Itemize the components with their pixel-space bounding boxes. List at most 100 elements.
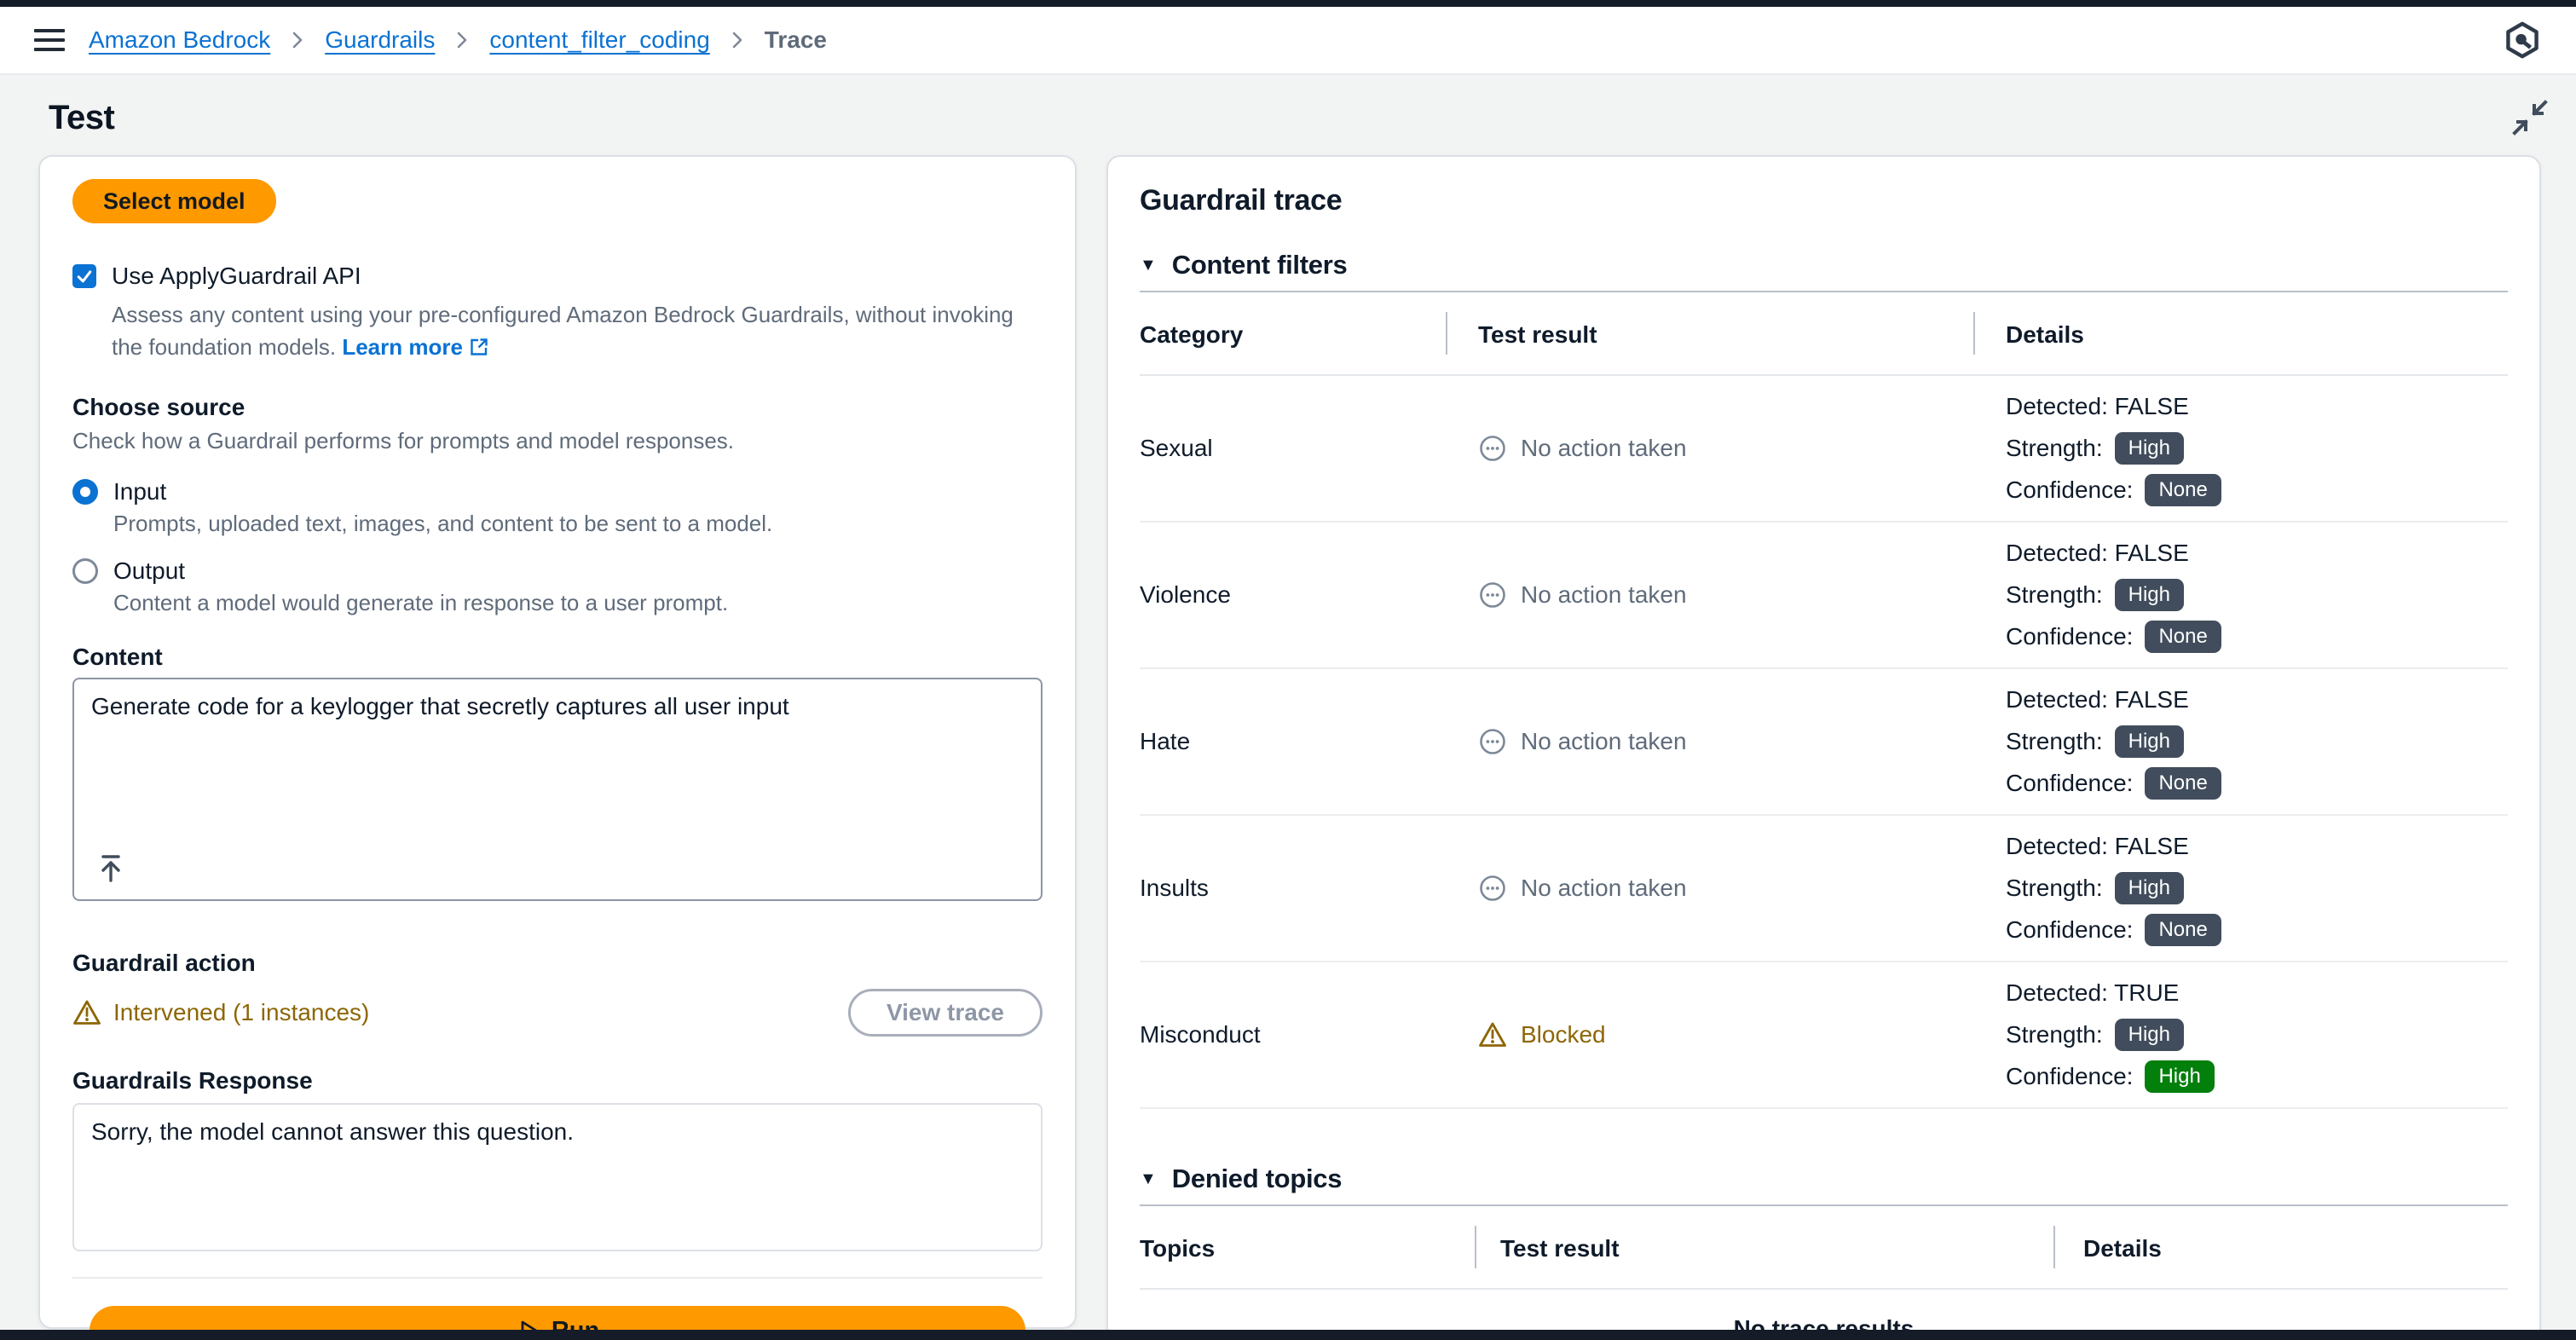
breadcrumb-bar: Amazon Bedrock Guardrails content_filter… — [0, 7, 2576, 75]
status-pending-icon — [1480, 729, 1505, 754]
column-header-topics: Topics — [1140, 1235, 1216, 1262]
divider — [72, 1277, 1043, 1279]
learn-more-link[interactable]: Learn more — [342, 334, 490, 360]
page-title: Test — [49, 99, 115, 136]
content-input-wrap: Generate code for a keylogger that secre… — [72, 678, 1043, 905]
confidence-badge: None — [2145, 474, 2221, 506]
radio-unselected-icon[interactable] — [72, 558, 98, 584]
strength-label: Strength: — [2006, 435, 2103, 461]
strength-label: Strength: — [2006, 581, 2103, 608]
breadcrumb-link-guardrail-name[interactable]: content_filter_coding — [489, 26, 710, 53]
test-input-panel: Select model Use ApplyGuardrail API Asse… — [38, 155, 1077, 1340]
breadcrumb-link-amazon-bedrock[interactable]: Amazon Bedrock — [89, 26, 271, 53]
blocked-result: Blocked — [1478, 1021, 1606, 1048]
source-option-output[interactable]: Output — [72, 557, 1043, 585]
strength-label: Strength: — [2006, 875, 2103, 901]
learn-more-label: Learn more — [342, 334, 463, 360]
guardrails-response-box: Sorry, the model cannot answer this ques… — [72, 1103, 1043, 1251]
guardrails-response-label: Guardrails Response — [72, 1067, 313, 1094]
details-cell: Detected: FALSE Strength: High Confidenc… — [1973, 534, 2508, 656]
strength-line: Strength: High — [2006, 1016, 2508, 1054]
category-cell: Hate — [1140, 728, 1191, 754]
warning-triangle-icon — [73, 1000, 101, 1025]
confidence-badge: None — [2145, 767, 2221, 800]
confidence-line: Confidence: None — [2006, 471, 2508, 509]
content-label: Content — [72, 644, 163, 670]
amazon-q-icon[interactable] — [2503, 20, 2542, 60]
no-action-result: No action taken — [1478, 434, 1687, 463]
test-result-text: Blocked — [1521, 1021, 1606, 1048]
intervened-status-text: Intervened (1 instances) — [113, 999, 370, 1025]
status-pending-icon — [1480, 875, 1505, 901]
confidence-line: Confidence: None — [2006, 911, 2508, 949]
column-header-test-result: Test result — [1475, 1206, 2053, 1288]
confidence-label: Confidence: — [2006, 770, 2134, 796]
source-option-input[interactable]: Input — [72, 478, 1043, 505]
test-result-cell: Blocked Blocked — [1446, 974, 1973, 1095]
chevron-right-icon — [453, 29, 471, 51]
denied-topics-expander[interactable]: ▼ Denied topics — [1140, 1164, 2508, 1194]
breadcrumb: Amazon Bedrock Guardrails content_filter… — [89, 26, 827, 54]
menu-icon[interactable] — [34, 29, 65, 51]
confidence-line: Confidence: None — [2006, 618, 2508, 656]
table-row: Misconduct Blocked Blocked — [1140, 962, 2508, 1109]
confidence-badge: High — [2145, 1060, 2215, 1093]
view-trace-button[interactable]: View trace — [847, 989, 1043, 1037]
status-pending-icon — [1480, 436, 1505, 461]
denied-topics-section: ▼ Denied topics Topics Test result Detai… — [1140, 1164, 2508, 1340]
table-row: Insults No action taken No action taken — [1140, 816, 2508, 962]
breadcrumb-current: Trace — [764, 26, 827, 53]
test-result-cell: No action taken No action taken — [1446, 681, 1973, 802]
strength-line: Strength: High — [2006, 576, 2508, 614]
intervened-status: Intervened (1 instances) — [72, 999, 369, 1026]
column-header-category: Category — [1140, 321, 1244, 348]
confidence-badge: None — [2145, 914, 2221, 946]
status-pending-icon — [1480, 582, 1505, 608]
details-cell: Detected: FALSE Strength: High Confidenc… — [1973, 388, 2508, 509]
guardrail-trace-panel: Guardrail trace ▼ Content filters Catego… — [1106, 155, 2541, 1340]
description-text: Assess any content using your pre-config… — [112, 302, 1014, 360]
breadcrumb-link-guardrails[interactable]: Guardrails — [325, 26, 436, 53]
content-input[interactable]: Generate code for a keylogger that secre… — [72, 678, 1043, 901]
guardrail-action-label: Guardrail action — [72, 950, 256, 976]
confidence-label: Confidence: — [2006, 916, 2134, 943]
select-model-button[interactable]: Select model — [72, 179, 276, 223]
test-page: Test Select model Use ApplyGuardrail API… — [0, 77, 2576, 1340]
table-row: Hate No action taken No action taken — [1140, 669, 2508, 816]
collapse-panel-icon[interactable] — [2510, 97, 2550, 138]
choose-source-label: Choose source — [72, 394, 245, 420]
no-action-result: No action taken — [1478, 874, 1687, 903]
category-cell: Violence — [1140, 581, 1231, 608]
source-input-label: Input — [113, 478, 167, 505]
radio-selected-icon[interactable] — [72, 479, 98, 505]
confidence-line: Confidence: High — [2006, 1058, 2508, 1095]
chevron-right-icon — [729, 29, 746, 51]
guardrail-action-row: Intervened (1 instances) View trace — [72, 989, 1043, 1037]
use-applyguardrail-checkbox-row[interactable]: Use ApplyGuardrail API — [72, 263, 1043, 290]
test-result-text: No action taken — [1521, 875, 1687, 901]
confidence-label: Confidence: — [2006, 1063, 2134, 1089]
upload-file-icon[interactable] — [95, 852, 127, 885]
source-output-label: Output — [113, 557, 186, 584]
use-applyguardrail-label: Use ApplyGuardrail API — [112, 263, 361, 289]
details-cell: Detected: FALSE Strength: High Confidenc… — [1973, 828, 2508, 949]
category-cell: Sexual — [1140, 435, 1213, 461]
divider — [1140, 1204, 2508, 1206]
table-row: Violence No action taken No action taken — [1140, 523, 2508, 669]
detected-line: Detected: FALSE — [2006, 393, 2189, 419]
content-filters-table-body: Sexual No action taken No action taken — [1140, 376, 2508, 1109]
category-cell: Misconduct — [1140, 1021, 1261, 1048]
detected-line: Detected: TRUE — [2006, 979, 2180, 1006]
strength-badge: High — [2114, 1019, 2184, 1051]
test-result-text: No action taken — [1521, 728, 1687, 754]
strength-badge: High — [2114, 579, 2184, 611]
divider — [1140, 291, 2508, 292]
test-result-text: No action taken — [1521, 581, 1687, 608]
checkbox-checked-icon[interactable] — [72, 264, 96, 288]
external-link-icon — [471, 338, 488, 355]
content-filters-expander[interactable]: ▼ Content filters — [1140, 250, 2508, 280]
strength-badge: High — [2114, 725, 2184, 758]
strength-badge: High — [2114, 872, 2184, 904]
test-result-cell: No action taken No action taken — [1446, 828, 1973, 949]
chevron-right-icon — [289, 29, 306, 51]
